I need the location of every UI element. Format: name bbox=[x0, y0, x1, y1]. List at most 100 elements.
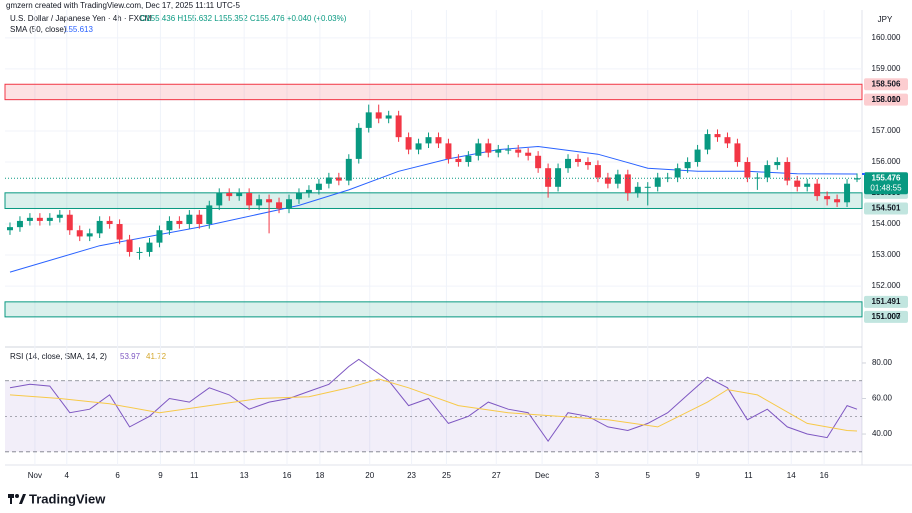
candle-body bbox=[126, 239, 133, 252]
zone-label: 151.007 bbox=[872, 312, 901, 321]
attribution: gmzern created with TradingView.com, Dec… bbox=[6, 1, 240, 10]
candle-body bbox=[26, 217, 33, 221]
candle-body bbox=[505, 149, 512, 151]
candle-body bbox=[66, 214, 73, 231]
candle-body bbox=[684, 161, 691, 169]
candle-body bbox=[405, 137, 412, 150]
candle-body bbox=[475, 143, 482, 156]
candle-body bbox=[674, 168, 681, 178]
x-tick-label: 20 bbox=[365, 471, 374, 480]
rsi-pane: 80.00 60.00 40.00 bbox=[5, 358, 893, 453]
candle-body bbox=[6, 227, 13, 231]
candle-body bbox=[76, 230, 83, 237]
candle-body bbox=[515, 149, 522, 153]
candle-body bbox=[764, 165, 771, 178]
x-tick-label: 27 bbox=[492, 471, 501, 480]
candle-body bbox=[594, 165, 601, 178]
candle-body bbox=[286, 199, 292, 209]
zone-label-box bbox=[864, 295, 908, 308]
candle-body bbox=[305, 189, 312, 194]
sma-marker bbox=[862, 172, 865, 175]
x-tick-label: 14 bbox=[787, 471, 796, 480]
candle-body bbox=[246, 193, 253, 206]
candle-body bbox=[744, 161, 751, 178]
rsi-legend: RSI (14, close, SMA, 14, 2) bbox=[10, 352, 107, 361]
candle-body bbox=[96, 220, 103, 234]
candle-body bbox=[854, 178, 861, 180]
brand-logo bbox=[8, 494, 26, 504]
candle-body bbox=[46, 217, 53, 221]
candle-body bbox=[724, 137, 731, 144]
brand: TradingView bbox=[29, 491, 106, 506]
candle-body bbox=[694, 149, 701, 162]
y-tick-label: 152.000 bbox=[872, 281, 901, 290]
candle-body bbox=[774, 161, 781, 166]
sma-legend-value: 155.613 bbox=[64, 25, 93, 34]
candle-body bbox=[106, 220, 113, 225]
x-tick-label: 16 bbox=[820, 471, 829, 480]
candle-body bbox=[216, 193, 223, 206]
x-tick-label: 3 bbox=[595, 471, 600, 480]
candle-body bbox=[754, 177, 761, 179]
candle-body bbox=[614, 174, 621, 184]
candle-body bbox=[355, 127, 362, 159]
candle-body bbox=[276, 202, 283, 209]
candle-body bbox=[704, 134, 711, 150]
candle-body bbox=[325, 177, 332, 184]
candle-body bbox=[525, 152, 532, 156]
candle-body bbox=[36, 217, 43, 221]
candle-body bbox=[56, 214, 63, 218]
candle-body bbox=[375, 112, 382, 119]
zone-label: 154.501 bbox=[872, 204, 901, 213]
zone bbox=[4, 192, 863, 209]
candle-body bbox=[445, 143, 452, 159]
symbol-title: U.S. Dollar / Japanese Yen · 4h · FXCM bbox=[10, 14, 152, 23]
x-tick-label: 9 bbox=[158, 471, 163, 480]
candle-body bbox=[86, 233, 93, 237]
candle-body bbox=[176, 220, 183, 225]
y-tick-label: 160.000 bbox=[872, 33, 901, 42]
x-tick-label: 16 bbox=[283, 471, 292, 480]
y-tick-label: 159.000 bbox=[872, 64, 901, 73]
candle-body bbox=[315, 183, 322, 190]
rsi-legend-value: 53.97 bbox=[120, 352, 141, 361]
candle-body bbox=[634, 186, 641, 194]
y-tick-label: 60.00 bbox=[872, 394, 893, 403]
rsi-band bbox=[5, 380, 862, 452]
candle-body bbox=[166, 220, 173, 231]
candle-body bbox=[206, 205, 213, 225]
y-tick-label: 151.000 bbox=[872, 312, 901, 321]
candle-body bbox=[236, 193, 243, 197]
x-tick-label: Nov bbox=[28, 471, 42, 480]
candle-body bbox=[565, 158, 572, 169]
x-tick-label: Dec bbox=[535, 471, 549, 480]
candle-body bbox=[784, 161, 791, 181]
x-tick-label: 9 bbox=[695, 471, 700, 480]
y-tick-label: 40.00 bbox=[872, 429, 893, 438]
zone bbox=[4, 301, 863, 318]
x-tick-label: 11 bbox=[744, 471, 753, 480]
y-tick-label: 153.000 bbox=[872, 250, 901, 259]
zone-label-box bbox=[864, 93, 908, 106]
candle-body bbox=[425, 137, 432, 144]
candle-body bbox=[714, 134, 721, 138]
candle-body bbox=[415, 143, 422, 150]
candle-body bbox=[186, 214, 193, 225]
rsi-ma-legend-value: 41.72 bbox=[146, 352, 167, 361]
candle-body bbox=[545, 168, 552, 187]
candle-body bbox=[734, 143, 741, 162]
currency: JPY bbox=[878, 15, 893, 24]
last-price-box bbox=[864, 172, 908, 195]
candle-body bbox=[395, 115, 402, 138]
zone bbox=[4, 83, 863, 101]
x-tick-label: 18 bbox=[315, 471, 324, 480]
x-tick-label: 4 bbox=[65, 471, 70, 480]
candle-body bbox=[624, 174, 631, 194]
x-tick-label: 6 bbox=[115, 471, 120, 480]
candle-body bbox=[794, 180, 801, 187]
candle-body bbox=[834, 199, 841, 203]
candle-body bbox=[555, 168, 562, 187]
zone-label-box bbox=[864, 202, 908, 215]
